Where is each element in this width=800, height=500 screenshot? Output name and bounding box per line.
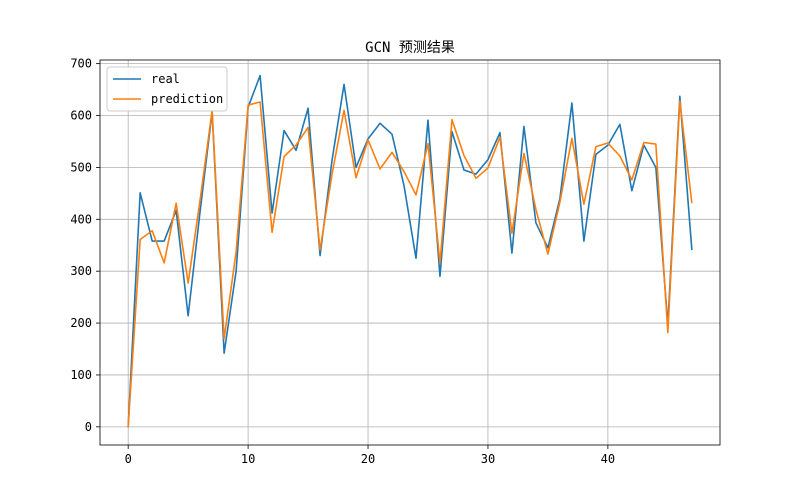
y-tick-label-1: 100 [70, 368, 92, 382]
x-tick-label-1: 10 [241, 452, 255, 466]
y-tick-label-5: 500 [70, 160, 92, 174]
x-tick-label-2: 20 [361, 452, 375, 466]
series-lines [127, 74, 693, 428]
plot-frame [99, 59, 721, 446]
y-tick-label-3: 300 [70, 264, 92, 278]
x-tick-label-3: 30 [481, 452, 495, 466]
y-tick-label-0: 0 [85, 420, 92, 434]
y-tick-label-2: 200 [70, 316, 92, 330]
y-tick-label-7: 700 [70, 57, 92, 71]
series-line-prediction [127, 100, 693, 428]
y-tick-label-6: 600 [70, 109, 92, 123]
legend: real prediction [106, 66, 228, 112]
x-tick-label-4: 40 [601, 452, 615, 466]
legend-label-real: real [151, 72, 180, 86]
x-tick-label-0: 0 [125, 452, 132, 466]
y-tick-label-4: 400 [70, 212, 92, 226]
legend-box [106, 66, 228, 112]
grid [100, 60, 720, 445]
chart-title: GCN 预测结果 [365, 40, 455, 56]
legend-label-prediction: prediction [151, 92, 223, 106]
